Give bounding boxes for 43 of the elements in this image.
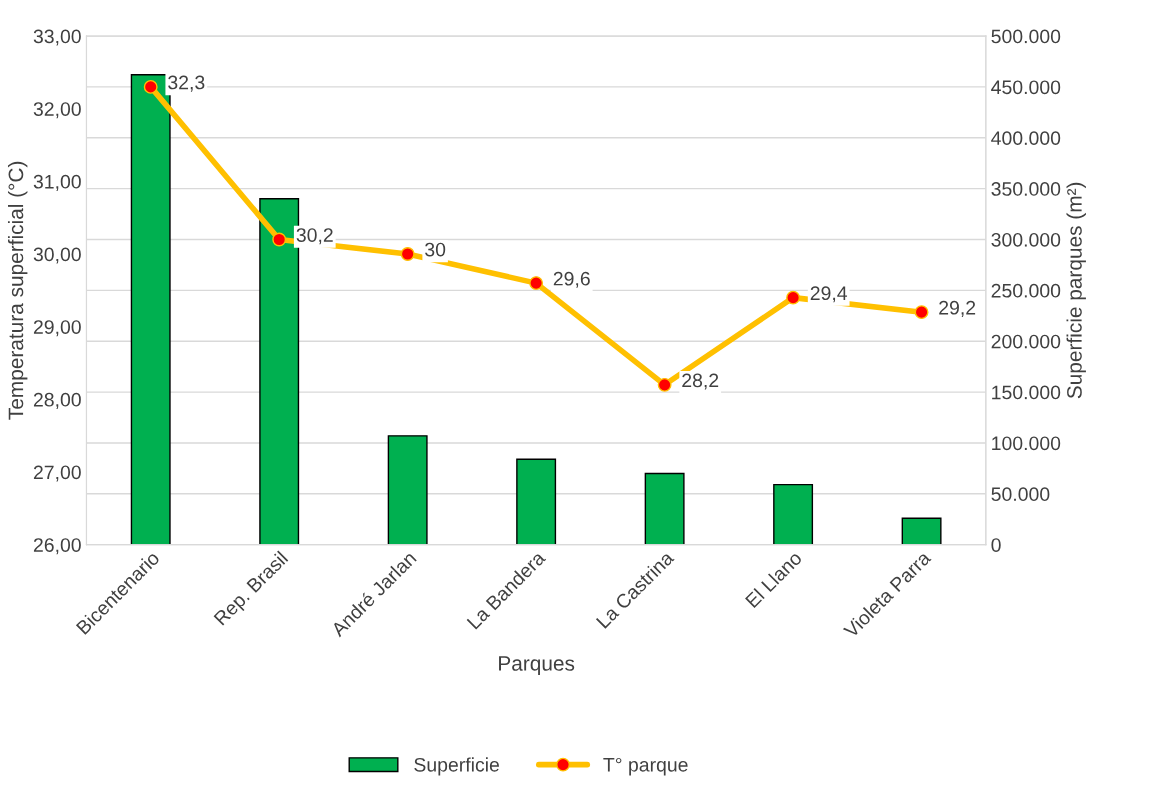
x-axis-title: Parques bbox=[499, 656, 575, 675]
y-tick-label: 30,00 bbox=[33, 247, 81, 264]
y-tick-label: 32,00 bbox=[33, 102, 81, 119]
y-tick-label: 28,00 bbox=[33, 392, 81, 409]
y2-tick-label: 350.000 bbox=[991, 182, 1061, 196]
point bbox=[657, 377, 672, 392]
y2-axis-title: Superficie parques (m²) bbox=[1066, 182, 1086, 399]
y2-tick-label: 400.000 bbox=[991, 131, 1061, 146]
y2-tick-label: 150.000 bbox=[992, 385, 1061, 400]
y-tick-label: 26,00 bbox=[33, 538, 81, 555]
data-label: 30,2 bbox=[296, 228, 333, 245]
data-label: 28,2 bbox=[682, 373, 719, 390]
data-label: 29,6 bbox=[553, 271, 590, 288]
y2-tick-label: 500.000 bbox=[991, 29, 1061, 44]
bar bbox=[901, 517, 942, 545]
y-axis-title: Temperatura superficial (°C) bbox=[7, 161, 28, 420]
bar bbox=[644, 472, 685, 545]
y-tick-label: 33,00 bbox=[33, 29, 81, 46]
y2-tick-label: 200.000 bbox=[991, 334, 1061, 349]
legend-label: Superficie bbox=[414, 757, 499, 776]
legend-label: T° parque bbox=[603, 757, 688, 776]
point bbox=[143, 79, 158, 94]
y2-tick-label: 0 bbox=[991, 538, 1001, 552]
point bbox=[914, 305, 929, 320]
y-tick-label: 29,00 bbox=[33, 320, 81, 337]
bar bbox=[516, 458, 557, 545]
data-label: 30 bbox=[425, 242, 446, 257]
point bbox=[272, 232, 287, 247]
data-label: 29,2 bbox=[939, 300, 976, 317]
point bbox=[529, 276, 544, 291]
y2-tick-label: 300.000 bbox=[991, 232, 1061, 247]
y2-tick-label: 50.000 bbox=[991, 487, 1050, 502]
data-label: 32,3 bbox=[168, 75, 205, 92]
data-label: 29,4 bbox=[810, 286, 848, 303]
y2-tick-label: 250.000 bbox=[991, 283, 1061, 298]
y-tick-label: 27,00 bbox=[33, 465, 81, 482]
point bbox=[400, 247, 415, 261]
y2-tick-label: 450.000 bbox=[991, 80, 1061, 95]
y2-tick-label: 100.000 bbox=[992, 436, 1061, 451]
bar bbox=[773, 483, 814, 545]
y-tick-label: 31,00 bbox=[33, 174, 81, 191]
bar bbox=[387, 435, 428, 545]
point bbox=[786, 290, 801, 305]
